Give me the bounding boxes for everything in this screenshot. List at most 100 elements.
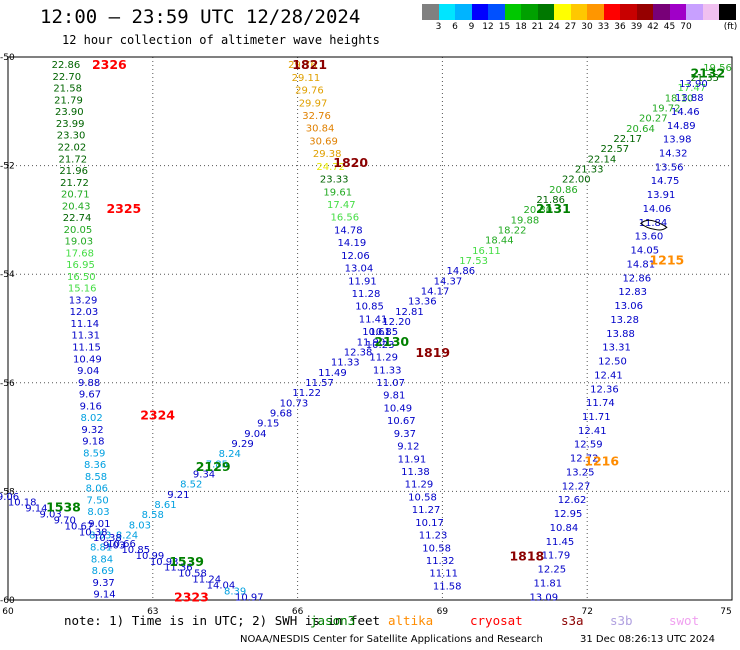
wave-height-value: 12.62 xyxy=(558,495,587,506)
wave-height-value: 8.81 xyxy=(90,543,112,554)
wave-height-value: 10.17 xyxy=(415,518,444,529)
scale-label: 70 xyxy=(680,22,692,32)
wave-height-value: 8.36 xyxy=(84,460,106,471)
wave-height-value: 19.03 xyxy=(64,237,93,248)
scale-label: 30 xyxy=(581,22,593,32)
wave-height-value: 11.41 xyxy=(359,314,388,325)
pass-number-label: 2324 xyxy=(140,407,175,422)
wave-height-value: 12.06 xyxy=(341,251,370,262)
satellite-legend-cryosat: cryosat xyxy=(470,613,523,628)
wave-height-value: 12.25 xyxy=(538,565,567,576)
wave-height-value: 12.41 xyxy=(594,370,623,381)
pass-labels: 2326 1821 1820 2325 2131 2132 1215 2130 1819 2324… xyxy=(46,57,725,604)
wave-height-value: 20.05 xyxy=(64,225,93,236)
wave-height-value: 22.70 xyxy=(52,72,81,83)
scale-swatch xyxy=(488,4,505,20)
wave-height-value: 12.81 xyxy=(395,307,424,318)
wave-height-value: 29.76 xyxy=(288,60,317,71)
wave-height-value: 9.15 xyxy=(257,419,279,430)
wave-height-value: 9.29 xyxy=(231,439,253,450)
wave-height-value: 8.69 xyxy=(92,566,114,577)
wave-height-value: 9.04 xyxy=(77,366,99,377)
lat-tick-label: -54 xyxy=(0,270,15,280)
wave-height-value: 10.84 xyxy=(550,523,579,534)
pass-number-label: 2326 xyxy=(92,57,127,72)
axis-tick-labels: 60 63 66 69 72 75 -50 -52 -54 -56 -58 -60 xyxy=(0,53,732,617)
wave-height-value: 9.37 xyxy=(93,578,115,589)
wave-height-value: 30.69 xyxy=(309,136,338,147)
wave-height-value: 8.24 xyxy=(116,531,138,542)
wave-height-value: 8.61 xyxy=(154,500,176,511)
wave-height-value: 11.14 xyxy=(70,319,99,330)
wave-height-value: 21.79 xyxy=(54,95,83,106)
wave-height-value: 10.49 xyxy=(383,403,412,414)
wave-height-value: 22.57 xyxy=(601,144,630,155)
scale-label: 33 xyxy=(597,22,610,32)
wave-height-value: 10.85 xyxy=(355,302,384,313)
wave-height-value: 22.00 xyxy=(562,175,591,186)
wave-height-value: 9.14 xyxy=(93,590,115,601)
wave-height-value: 9.03 xyxy=(103,541,125,552)
wave-height-value: 13.90 xyxy=(679,79,708,90)
lon-tick-label: 69 xyxy=(437,607,449,617)
scale-swatch xyxy=(504,4,522,20)
wave-height-value: 14.32 xyxy=(659,148,688,159)
scale-label: 9 xyxy=(468,22,475,32)
satellite-legend-altika: altika xyxy=(388,613,434,628)
wave-height-value: 11.29 xyxy=(369,353,398,364)
wave-height-value: 23.99 xyxy=(56,119,85,130)
wave-height-value: 21.58 xyxy=(53,84,82,95)
credit-line: NOAA/NESDIS Center for Satellite Applica… xyxy=(240,634,543,645)
footnote: note: 1) Time is in UTC; 2) SWH is in fe… xyxy=(64,613,381,628)
scale-label: 45 xyxy=(663,22,676,32)
wave-height-value: 10.97 xyxy=(235,592,264,603)
satellite-legend-jason3: jason3 xyxy=(310,613,356,628)
wave-height-value: 12.20 xyxy=(382,317,411,328)
wave-height-value: 8.52 xyxy=(180,480,202,491)
wave-height-value: 29.76 xyxy=(295,86,324,97)
wave-height-value: 21.96 xyxy=(59,166,88,177)
scale-swatch xyxy=(702,4,720,20)
scale-label: (ft) xyxy=(723,22,738,32)
wave-height-value: 29.38 xyxy=(313,149,342,160)
map-border xyxy=(7,56,733,601)
wave-height-value: 12.59 xyxy=(574,440,603,451)
wave-height-value: 11.49 xyxy=(318,368,347,379)
wave-height-value: 8.06 xyxy=(86,484,108,495)
wave-height-value: 11.07 xyxy=(376,378,405,389)
wave-height-value: 9.34 xyxy=(193,470,215,481)
wave-height-value: 11.22 xyxy=(292,388,321,399)
scale-label: 42 xyxy=(647,22,659,32)
wave-height-value: 21.33 xyxy=(575,165,604,176)
scale-swatch xyxy=(653,4,670,20)
wave-height-value: 14.17 xyxy=(421,287,450,298)
lon-tick-label: 75 xyxy=(720,607,731,617)
wave-height-value: 13.88 xyxy=(675,93,704,104)
wave-height-value: 12.50 xyxy=(598,357,627,368)
wave-height-value: 11.91 xyxy=(398,454,427,465)
lat-tick-label: -52 xyxy=(0,162,15,172)
wave-height-value: 12.95 xyxy=(554,509,583,520)
wave-height-value: 11.27 xyxy=(412,505,441,516)
scale-swatch xyxy=(620,4,637,20)
pass-number-label: 1539 xyxy=(169,554,204,569)
wave-height-value: 15.16 xyxy=(68,284,97,295)
wave-height-value: 8.84 xyxy=(91,554,113,565)
wave-height-value: 10.58 xyxy=(422,543,451,554)
wave-height-value: 20.43 xyxy=(62,201,91,212)
wave-height-value: 11.29 xyxy=(405,480,434,491)
wave-height-value: 20.80 xyxy=(523,205,552,216)
wave-height-value: 10.93 xyxy=(150,557,179,568)
wave-height-value: 11.33 xyxy=(373,365,402,376)
scale-swatch xyxy=(537,4,555,20)
wave-height-value: 10.99 xyxy=(136,551,165,562)
wave-height-value: 11.79 xyxy=(542,551,571,562)
wave-height-value: 14.46 xyxy=(671,107,700,118)
wave-height-value: 13.36 xyxy=(408,297,437,308)
wave-height-value: 12.03 xyxy=(70,307,99,318)
lat-tick-label: -58 xyxy=(0,487,15,497)
wave-height-value: 11.15 xyxy=(72,343,101,354)
wave-height-value: 11.58 xyxy=(433,581,462,592)
wave-height-value: 13.98 xyxy=(663,135,692,146)
wave-height-value: 11.38 xyxy=(401,467,430,478)
